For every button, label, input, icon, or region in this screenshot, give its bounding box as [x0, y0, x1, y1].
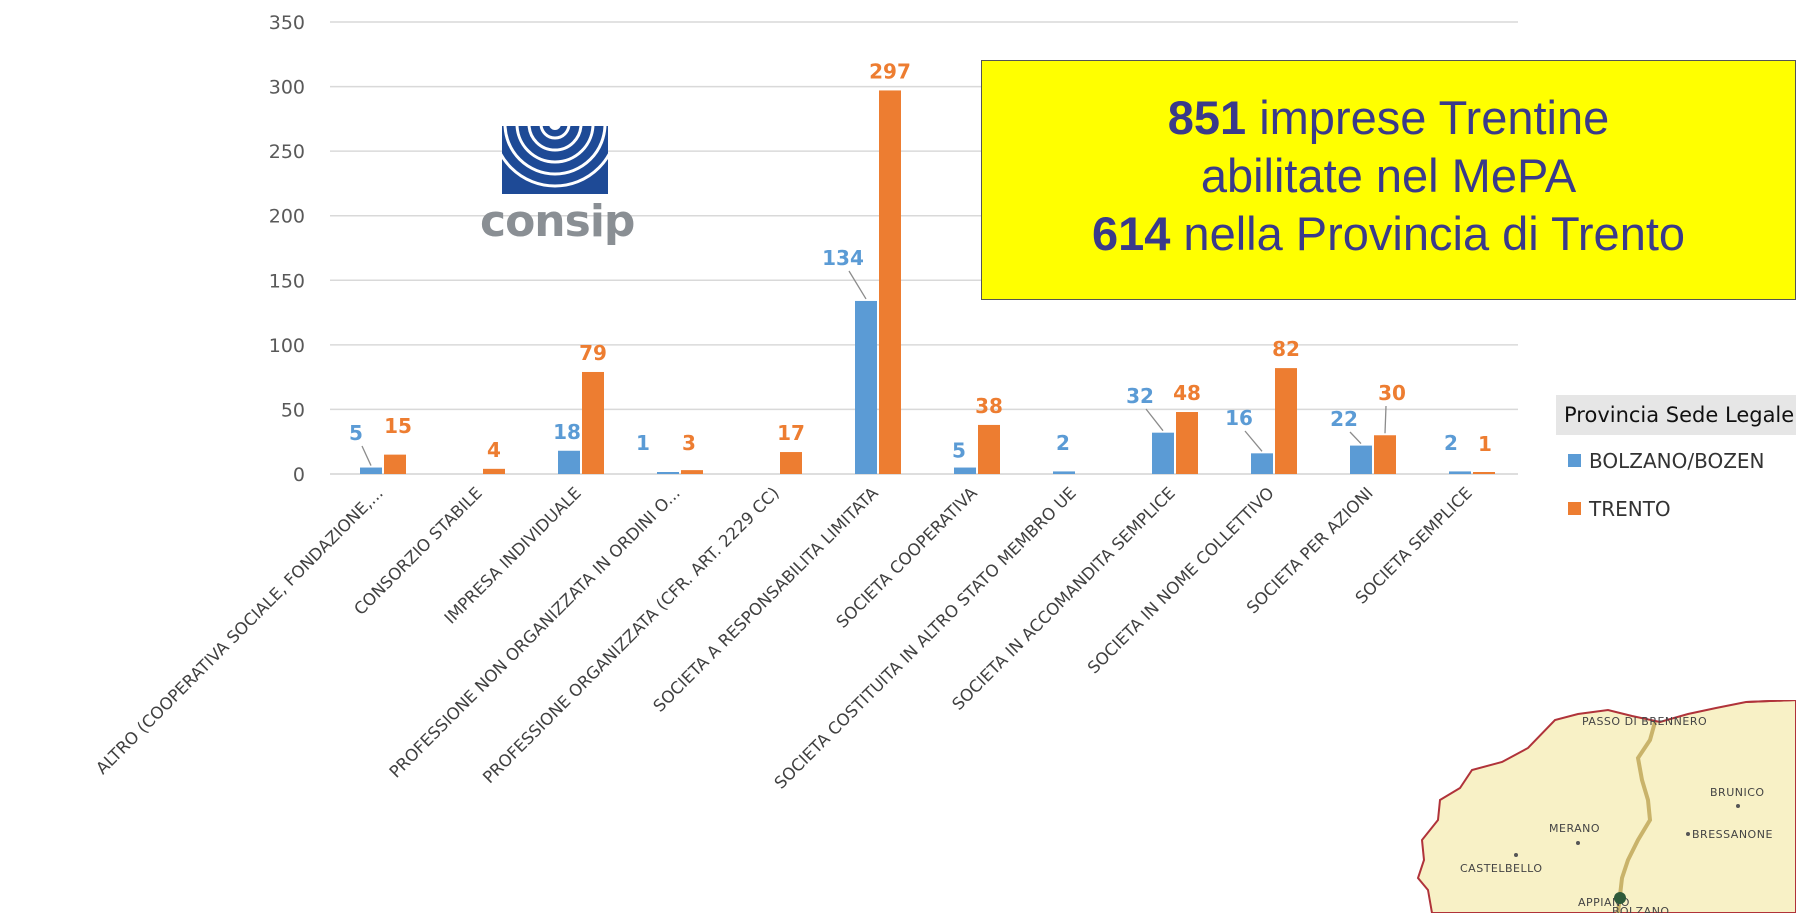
- region-map: PASSO DI BRENNERO BRUNICO MERANO BRESSAN…: [1416, 700, 1796, 913]
- callout-line-2: abilitate nel MePA: [1200, 149, 1577, 202]
- map-dot-merano: [1576, 841, 1580, 845]
- data-label-trento: 1: [1478, 432, 1492, 456]
- category-label: SOCIETA A RESPONSABILITA LIMITATA: [650, 483, 883, 716]
- category-label: ALTRO (COOPERATIVA SOCIALE, FONDAZIONE,.…: [92, 483, 386, 777]
- consip-logo: consip: [480, 126, 635, 256]
- leader-line: [848, 270, 867, 300]
- data-label-bolzano: 16: [1225, 406, 1253, 430]
- data-label-trento: 38: [975, 394, 1003, 418]
- legend-swatch: [1568, 454, 1581, 467]
- data-label-bolzano: 134: [822, 246, 864, 270]
- summary-callout: 851 imprese Trentine abilitate nel MePA …: [981, 60, 1796, 300]
- callout-count-trentine: 851: [1167, 91, 1247, 144]
- leader-line: [1244, 430, 1263, 452]
- map-river: [1616, 721, 1657, 913]
- data-label-bolzano: 32: [1126, 384, 1154, 408]
- legend: Provincia Sede Legale BOLZANO/BOZEN TREN…: [1556, 395, 1796, 521]
- callout-count-trento: 614: [1091, 207, 1171, 260]
- y-axis-ticks: 0 50 100 150 200 250 300 350: [269, 12, 305, 486]
- map-dot-castelbello: [1514, 853, 1518, 857]
- bar-bolzano: [855, 300, 877, 474]
- bar-bolzano: [360, 467, 382, 474]
- bars: [360, 90, 1495, 475]
- legend-swatch: [1568, 502, 1581, 515]
- bar-trento: [1275, 368, 1297, 474]
- map-region-shape: [1416, 700, 1796, 913]
- map-label-brunico: BRUNICO: [1710, 786, 1765, 799]
- bar-trento: [1473, 472, 1495, 474]
- data-label-bolzano: 18: [553, 420, 581, 444]
- y-tick-label: 350: [269, 12, 305, 34]
- y-tick-label: 300: [269, 77, 305, 99]
- bar-trento: [384, 454, 406, 474]
- data-label-bolzano: 2: [1444, 431, 1458, 455]
- data-label-trento: 30: [1378, 381, 1406, 405]
- bar-bolzano: [1449, 471, 1471, 474]
- y-tick-label: 0: [293, 464, 305, 486]
- data-label-trento: 82: [1272, 337, 1300, 361]
- y-tick-label: 50: [281, 399, 305, 421]
- leader-line: [1349, 431, 1362, 445]
- data-label-bolzano: 1: [636, 431, 650, 455]
- data-label-trento: 297: [869, 59, 911, 83]
- data-label-bolzano: 22: [1330, 407, 1358, 431]
- map-label-merano: MERANO: [1549, 822, 1600, 835]
- callout-line-3: 614 nella Provincia di Trento: [1091, 207, 1686, 260]
- consip-logo-mark: [502, 126, 608, 194]
- callout-line-1: 851 imprese Trentine: [1167, 91, 1610, 144]
- legend-item-trento: TRENTO: [1568, 497, 1796, 521]
- bar-bolzano: [1152, 432, 1174, 474]
- data-label-trento: 3: [682, 431, 696, 455]
- y-tick-label: 100: [269, 335, 305, 357]
- consip-logo-text: consip: [480, 196, 635, 247]
- bar-trento: [483, 468, 505, 474]
- bar-trento: [1374, 435, 1396, 474]
- leader-line: [1384, 405, 1387, 434]
- map-dot-bressanone: [1686, 832, 1690, 836]
- leader-line: [1145, 408, 1164, 432]
- category-label: SOCIETA IN NOME COLLETTIVO: [1084, 483, 1278, 677]
- bar-trento: [681, 470, 703, 474]
- legend-item-bolzano: BOLZANO/BOZEN: [1568, 449, 1796, 473]
- data-label-trento: 4: [487, 438, 501, 462]
- map-label-bolzano: BOLZANO: [1612, 905, 1670, 913]
- bar-trento: [780, 452, 802, 474]
- map-dot-brunico: [1736, 804, 1740, 808]
- data-label-bolzano: 5: [349, 421, 363, 445]
- leader-lines: [361, 270, 1387, 466]
- data-label-bolzano: 5: [952, 439, 966, 463]
- leader-line: [361, 445, 372, 466]
- y-tick-label: 150: [269, 270, 305, 292]
- legend-title: Provincia Sede Legale: [1556, 395, 1796, 435]
- bar-trento: [1176, 412, 1198, 474]
- map-dot-bolzano: [1614, 892, 1626, 904]
- bar-bolzano: [1350, 445, 1372, 474]
- bar-trento: [582, 371, 604, 474]
- bar-bolzano: [1053, 471, 1075, 474]
- bar-trento: [879, 90, 901, 475]
- bar-bolzano: [657, 472, 679, 474]
- data-label-trento: 15: [384, 414, 412, 438]
- y-tick-label: 200: [269, 206, 305, 228]
- map-label-passo-di-brennero: PASSO DI BRENNERO: [1582, 715, 1707, 728]
- bar-bolzano: [558, 450, 580, 474]
- bar-trento: [978, 424, 1000, 474]
- bar-bolzano: [954, 467, 976, 474]
- bar-bolzano: [1251, 453, 1273, 474]
- map-label-castelbello: CASTELBELLO: [1460, 862, 1543, 875]
- data-label-trento: 17: [777, 421, 805, 445]
- data-label-trento: 79: [579, 341, 607, 365]
- category-label: SOCIETA IN ACCOMANDITA SEMPLICE: [948, 483, 1178, 713]
- map-border: [1745, 700, 1796, 703]
- category-labels: ALTRO (COOPERATIVA SOCIALE, FONDAZIONE,.…: [92, 483, 1475, 793]
- y-tick-label: 250: [269, 141, 305, 163]
- data-label-bolzano: 2: [1056, 431, 1070, 455]
- map-label-bressanone: BRESSANONE: [1692, 828, 1773, 841]
- data-label-trento: 48: [1173, 381, 1201, 405]
